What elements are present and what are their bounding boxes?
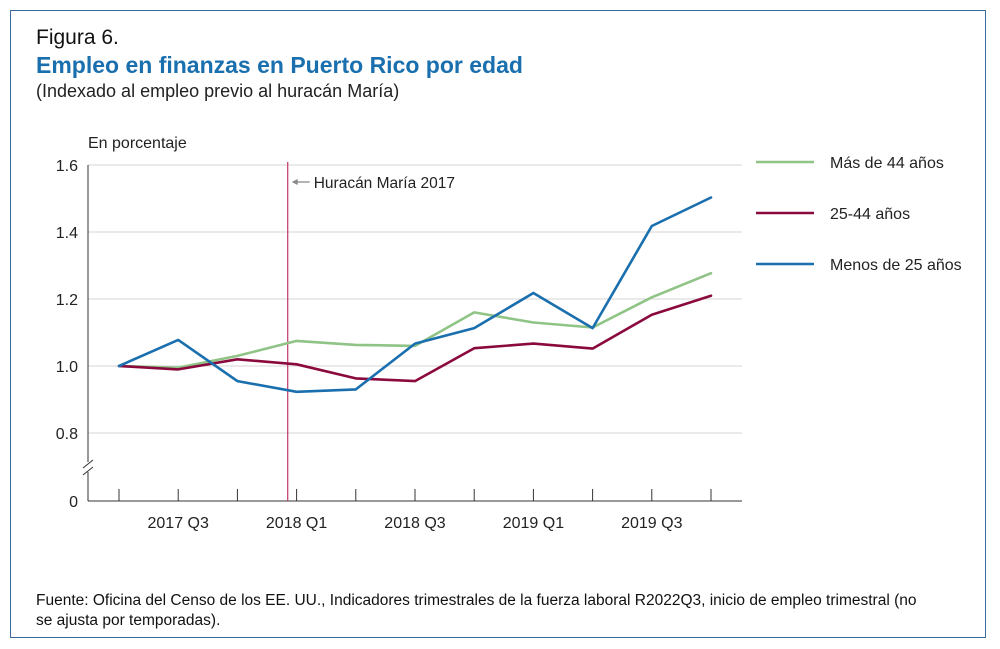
x-tick-label: 2018 Q1	[266, 515, 327, 532]
series-line-0	[117, 271, 713, 370]
annotation-arrow-head	[291, 179, 298, 185]
y-axis-label: En porcentaje	[88, 135, 187, 152]
y-zero-label: 0	[69, 494, 78, 511]
axis-break-mark	[82, 466, 94, 476]
series-line-2	[117, 196, 713, 394]
y-tick-label: 1.4	[56, 225, 78, 242]
axis-break-gap	[82, 462, 94, 472]
series-lines	[117, 196, 713, 394]
y-tick-label: 1.0	[56, 359, 78, 376]
figure-title: Empleo en finanzas en Puerto Rico por ed…	[36, 52, 523, 78]
figure-frame	[10, 10, 986, 638]
x-tick-label: 2019 Q3	[621, 515, 682, 532]
legend-label: 25-44 años	[830, 206, 910, 223]
y-tick-label: 0.8	[56, 426, 78, 443]
figure-subtitle: (Indexado al empleo previo al huracán Ma…	[36, 81, 400, 101]
x-tick-label: 2019 Q1	[503, 515, 564, 532]
legend-label: Más de 44 años	[830, 155, 944, 172]
series-line-1	[117, 294, 713, 383]
annotation-group: Huracán María 2017	[287, 162, 455, 501]
y-tick-label: 1.2	[56, 292, 78, 309]
figure-label: Figura 6.	[36, 26, 119, 49]
axis-break-mark	[82, 459, 94, 469]
legend: Más de 44 años 25-44 años Menos de 25 años	[756, 155, 962, 274]
annotation-label: Huracán María 2017	[314, 175, 455, 192]
x-tick-label: 2017 Q3	[148, 515, 209, 532]
source-note: Fuente: Oficina del Censo de los EE. UU.…	[36, 592, 917, 629]
axes: 1.6 1.4 1.2 1.0 0.8 0 2017 Q3 2018 Q1 2018 Q3 201…	[56, 135, 742, 532]
legend-label: Menos de 25 años	[830, 257, 962, 274]
y-tick-label: 1.6	[56, 158, 78, 175]
x-tick-label: 2018 Q3	[384, 515, 445, 532]
gridlines	[88, 164, 742, 434]
